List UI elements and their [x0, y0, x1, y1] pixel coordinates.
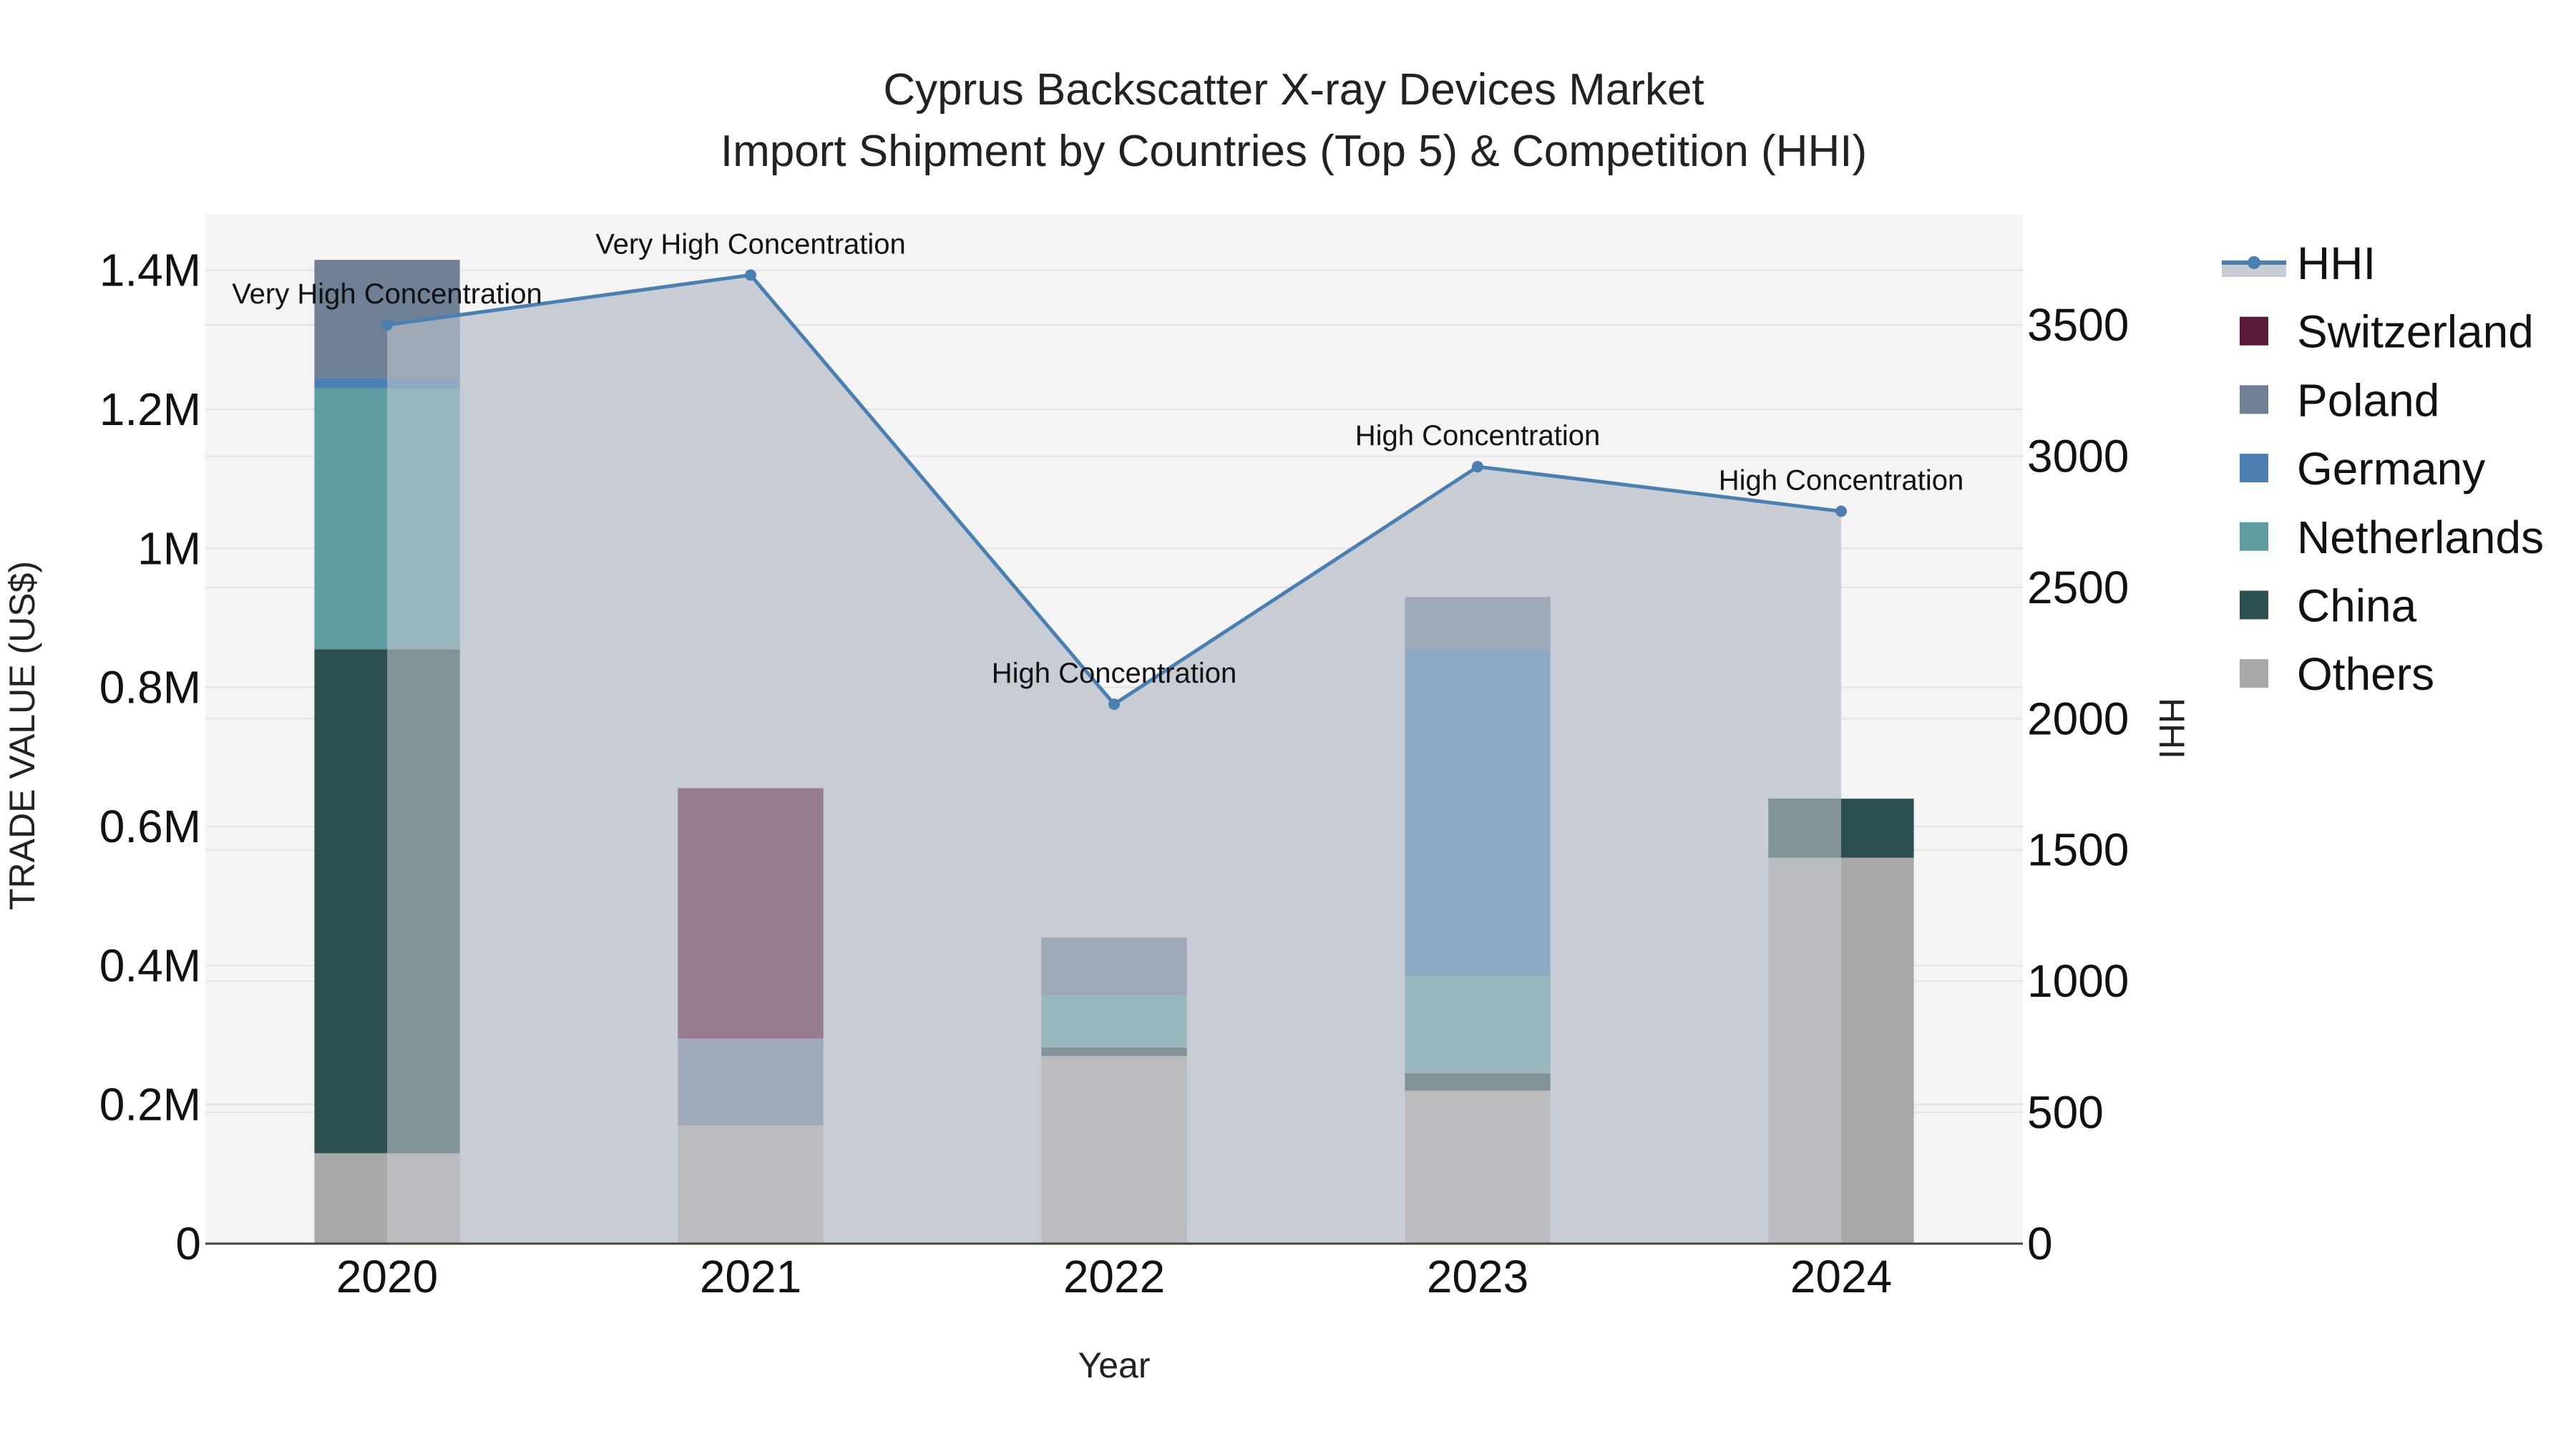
bar-overlay-2024 — [1768, 799, 1841, 1244]
legend-item-others[interactable]: Others — [2240, 648, 2434, 700]
x-axis-ticks: 2020 2021 2022 2023 2024 — [336, 1251, 1892, 1302]
legend[interactable]: HHI Switzerland Poland Germany Netherlands Ch… — [2222, 238, 2544, 700]
legend-swatch-switzerland — [2240, 316, 2268, 346]
bar-overlay-2020 — [387, 275, 460, 1244]
legend-swatch-china — [2240, 590, 2268, 620]
hhi-annotation-2022: High Concentration — [992, 658, 1236, 689]
y-tick-label-6: 1.2M — [99, 384, 201, 435]
hhi-line-group — [381, 269, 1847, 711]
y2-tick-label-5: 2500 — [2027, 562, 2129, 613]
y2-axis-ticks: 0 500 1000 1500 2000 2500 3000 3500 — [2027, 299, 2129, 1269]
hhi-annotations: Very High Concentration Very High Concent… — [232, 228, 1963, 689]
x-tick-label-2023: 2023 — [1427, 1251, 1528, 1302]
bar-overlay-2021 — [678, 788, 824, 1244]
legend-item-netherlands[interactable]: Netherlands — [2240, 512, 2544, 563]
hhi-point-2022 — [1108, 698, 1120, 711]
y2-axis-title: HHI — [2152, 698, 2192, 759]
legend-label-others: Others — [2297, 648, 2434, 700]
legend-label-switzerland: Switzerland — [2297, 306, 2534, 358]
y-tick-label-1: 0.2M — [99, 1079, 201, 1131]
legend-label-germany: Germany — [2297, 443, 2485, 494]
y2-tick-label-3: 1500 — [2027, 824, 2129, 876]
legend-item-poland[interactable]: Poland — [2240, 374, 2439, 426]
hhi-point-2021 — [745, 269, 756, 281]
y-tick-label-3: 0.6M — [99, 801, 201, 852]
y2-tick-label-7: 3500 — [2027, 299, 2129, 351]
x-tick-label-2022: 2022 — [1063, 1251, 1165, 1302]
y-tick-label-5: 1M — [137, 522, 201, 574]
y-tick-label-7: 1.4M — [99, 245, 201, 296]
y2-tick-label-2: 1000 — [2027, 955, 2129, 1007]
legend-swatch-germany — [2240, 454, 2268, 483]
hhi-annotation-2020: Very High Concentration — [232, 278, 542, 310]
legend-label-poland: Poland — [2297, 374, 2439, 426]
bar-overlay-2023 — [1405, 597, 1551, 1244]
hhi-annotation-2024: High Concentration — [1719, 465, 1963, 497]
y-tick-label-2: 0.4M — [99, 940, 201, 991]
y-axis-ticks: 0 0.2M 0.4M 0.6M 0.8M 1M 1.2M 1.4M — [99, 245, 201, 1269]
legend-label-netherlands: Netherlands — [2297, 512, 2544, 563]
x-tick-label-2024: 2024 — [1790, 1251, 1892, 1302]
x-tick-label-2020: 2020 — [336, 1251, 438, 1302]
y-tick-label-4: 0.8M — [99, 662, 201, 713]
legend-item-hhi[interactable]: HHI — [2222, 238, 2376, 289]
y-axis-title: TRADE VALUE (US$) — [2, 561, 42, 910]
hhi-point-2024 — [1835, 505, 1847, 517]
y2-tick-label-1: 500 — [2027, 1087, 2104, 1138]
hhi-point-2020 — [381, 319, 393, 331]
legend-label-china: China — [2297, 580, 2417, 632]
legend-label-hhi: HHI — [2297, 238, 2376, 289]
hhi-annotation-2021: Very High Concentration — [595, 228, 906, 260]
legend-item-switzerland[interactable]: Switzerland — [2240, 306, 2534, 358]
y2-tick-label-0: 0 — [2027, 1218, 2053, 1269]
hhi-overlay — [387, 275, 1841, 1244]
y2-tick-label-4: 2000 — [2027, 693, 2129, 744]
hhi-point-2023 — [1472, 461, 1483, 473]
y-tick-label-0: 0 — [175, 1218, 201, 1269]
x-tick-label-2021: 2021 — [700, 1251, 801, 1302]
chart-title-line1: Cyprus Backscatter X-ray Devices Market — [883, 65, 1704, 114]
legend-item-china[interactable]: China — [2240, 580, 2417, 632]
x-axis-title: Year — [1078, 1345, 1150, 1385]
bar-overlay-2022 — [1041, 937, 1187, 1244]
legend-swatch-hhi-marker — [2248, 256, 2260, 269]
legend-swatch-others — [2240, 659, 2268, 688]
chart-title-line2: Import Shipment by Countries (Top 5) & C… — [721, 127, 1867, 176]
legend-swatch-poland — [2240, 385, 2268, 414]
hhi-annotation-2023: High Concentration — [1355, 420, 1600, 452]
legend-swatch-netherlands — [2240, 522, 2268, 551]
legend-item-germany[interactable]: Germany — [2240, 443, 2485, 494]
y2-tick-label-6: 3000 — [2027, 430, 2129, 482]
